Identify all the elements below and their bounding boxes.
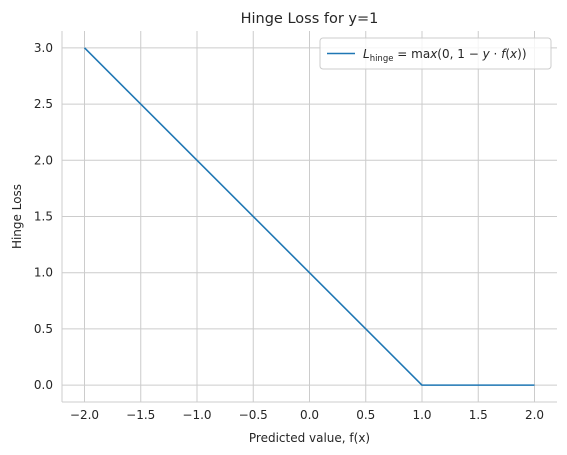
x-tick-labels: −2.0 −1.5 −1.0 −0.5 0.0 0.5 1.0 1.5 2.0 xyxy=(70,408,544,422)
legend-box xyxy=(319,37,552,70)
x-tick-label: 1.0 xyxy=(412,408,431,422)
x-tick-label: 2.0 xyxy=(525,408,544,422)
series-line xyxy=(83,47,535,386)
legend: Lhinge = max(0, 1 − y · f(x)) xyxy=(319,37,552,70)
axis-spines xyxy=(61,31,557,403)
grid-lines xyxy=(62,31,557,402)
y-tick-label: 1.0 xyxy=(34,266,53,280)
y-tick-label: 3.0 xyxy=(34,41,53,55)
y-tick-label: 2.0 xyxy=(34,153,53,167)
x-tick-label: −1.5 xyxy=(126,408,155,422)
y-tick-label: 1.5 xyxy=(34,210,53,224)
y-tick-labels: 0.0 0.5 1.0 1.5 2.0 2.5 3.0 xyxy=(34,41,53,392)
x-tick-label: −2.0 xyxy=(70,408,99,422)
x-tick-label: −0.5 xyxy=(239,408,268,422)
x-tick-label: 0.5 xyxy=(356,408,375,422)
x-axis-label: Predicted value, f(x) xyxy=(249,431,370,445)
y-tick-label: 0.0 xyxy=(34,378,53,392)
x-tick-label: 0.0 xyxy=(300,408,319,422)
y-tick-label: 0.5 xyxy=(34,322,53,336)
series-lines xyxy=(83,47,535,386)
chart-title: Hinge Loss for y=1 xyxy=(241,11,379,27)
y-tick-label: 2.5 xyxy=(34,97,53,111)
y-axis-label: Hinge Loss xyxy=(10,184,24,249)
x-tick-label: −1.0 xyxy=(182,408,211,422)
x-tick-label: 1.5 xyxy=(469,408,488,422)
legend-label: Lhinge = max(0, 1 − y · f(x)) xyxy=(363,47,527,64)
